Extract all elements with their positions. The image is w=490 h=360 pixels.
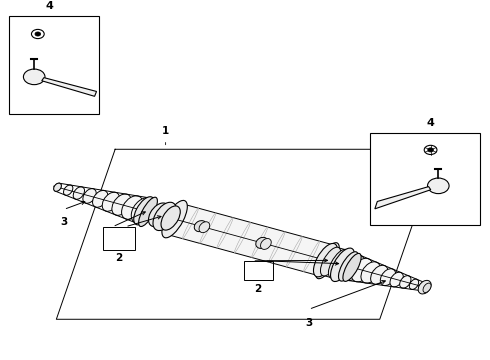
Ellipse shape [54,183,61,191]
Ellipse shape [409,279,418,289]
Ellipse shape [418,280,431,294]
Text: 4: 4 [426,118,434,128]
Ellipse shape [162,201,187,238]
Ellipse shape [390,272,403,287]
Ellipse shape [328,249,349,278]
Ellipse shape [331,248,354,282]
Ellipse shape [112,194,131,215]
Text: 3: 3 [60,217,67,226]
Ellipse shape [419,283,426,291]
Ellipse shape [314,243,338,277]
Polygon shape [167,204,335,276]
Text: 2: 2 [255,284,262,294]
Ellipse shape [316,243,339,279]
Bar [370,133,480,225]
Ellipse shape [342,255,365,280]
Ellipse shape [139,197,157,226]
Polygon shape [318,246,348,278]
Ellipse shape [380,269,395,285]
Polygon shape [375,186,431,209]
Ellipse shape [361,262,380,283]
Text: 2: 2 [115,253,122,264]
Circle shape [35,32,41,36]
Ellipse shape [339,252,358,281]
Ellipse shape [400,276,411,288]
Polygon shape [147,210,158,217]
Bar [244,261,273,280]
Ellipse shape [153,202,176,230]
Bar [9,17,99,114]
Ellipse shape [93,190,108,207]
Ellipse shape [419,283,426,291]
Ellipse shape [256,237,268,248]
Text: 3: 3 [305,318,312,328]
Ellipse shape [134,197,154,225]
Circle shape [24,69,45,85]
Ellipse shape [122,196,143,219]
Polygon shape [42,78,97,96]
Ellipse shape [199,222,210,233]
Ellipse shape [343,253,361,282]
Ellipse shape [64,185,73,195]
Circle shape [428,148,434,152]
Circle shape [424,145,437,154]
Ellipse shape [351,258,372,282]
Ellipse shape [261,239,271,249]
Polygon shape [341,262,351,269]
Ellipse shape [73,187,84,199]
Text: 1: 1 [162,126,169,136]
Ellipse shape [131,198,154,223]
Bar [103,227,135,250]
Ellipse shape [370,265,388,284]
Ellipse shape [320,247,341,276]
Ellipse shape [54,183,61,191]
Circle shape [31,30,44,39]
Text: 4: 4 [45,1,53,11]
Circle shape [427,178,449,194]
Ellipse shape [161,206,180,230]
Ellipse shape [148,203,169,226]
Ellipse shape [102,192,120,211]
Ellipse shape [194,221,207,231]
Ellipse shape [83,189,96,203]
Ellipse shape [423,283,431,293]
